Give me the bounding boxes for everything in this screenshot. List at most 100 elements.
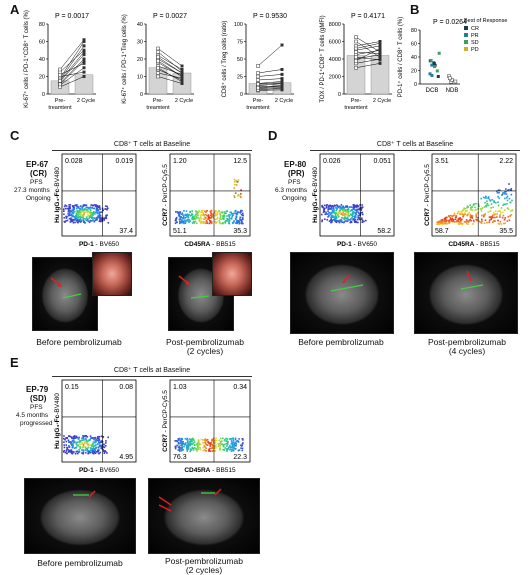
flow-event [230, 438, 233, 440]
flow-event [87, 206, 90, 209]
panel-a-point-post [378, 52, 382, 56]
flow-event [233, 195, 235, 197]
flow-event [65, 440, 68, 443]
panel-b-ytick-label: 20 [411, 69, 417, 75]
flow-event [471, 209, 474, 211]
flow-event [197, 440, 200, 443]
flow-event [230, 440, 233, 442]
flow-event [344, 217, 346, 220]
flow-event [330, 207, 333, 209]
flow-event [452, 219, 455, 222]
flow-event [230, 450, 233, 452]
flow-event [178, 446, 181, 449]
flow-event [74, 452, 77, 455]
flow-event [81, 442, 83, 444]
flow-event [187, 445, 190, 447]
flow-event [69, 221, 72, 223]
flow-event [74, 221, 76, 224]
flow-event [200, 438, 203, 441]
flow-event [510, 193, 513, 196]
flow-event [204, 222, 207, 225]
flow-event [216, 216, 219, 219]
flow-event [475, 216, 478, 218]
flow-event [71, 209, 73, 212]
flow-event [357, 208, 360, 211]
flow-event [326, 206, 328, 209]
flow-quadrant-br: 58.2 [377, 228, 391, 235]
flow-event [80, 449, 83, 451]
panel-e-response: (SD) [30, 394, 47, 403]
flow-event [82, 214, 85, 216]
flow-event [448, 215, 450, 217]
flow-event [340, 216, 343, 219]
flow-event [205, 439, 208, 442]
panel-a-point-post [82, 61, 86, 65]
flow-event [188, 219, 191, 221]
flow-event [230, 211, 233, 214]
flow-event [72, 206, 75, 208]
panel-d-after-label: Post-pembrolizumab [428, 337, 506, 347]
flow-event [240, 189, 242, 191]
panel-a-pair-line [157, 72, 183, 79]
flow-event [96, 206, 99, 208]
flow-event [459, 218, 462, 220]
flow-event [77, 211, 80, 213]
flow-event [66, 437, 68, 440]
flow-frame [61, 153, 137, 237]
flow-event [90, 444, 93, 447]
flow-event [199, 447, 202, 449]
flow-event [69, 441, 72, 443]
flow-event [102, 209, 104, 212]
flow-event [86, 442, 88, 445]
flow-event [105, 217, 108, 220]
flow-event [333, 208, 335, 211]
flow-event [200, 218, 203, 220]
flow-event [232, 437, 234, 440]
flow-event [355, 221, 358, 224]
panel-a-ytick-label: 10 [137, 75, 143, 81]
flow-event [74, 218, 76, 220]
flow-event [351, 209, 354, 212]
panel-b-legend-swatch [464, 33, 468, 37]
flow-event [213, 447, 216, 449]
flow-event [190, 438, 192, 441]
flow-event [87, 443, 89, 446]
panel-b-point-dcb [430, 63, 434, 67]
flow-event [98, 216, 100, 218]
flow-event [67, 449, 70, 451]
panel-a-point-pre [156, 74, 160, 79]
panel-b-point-ndb [447, 76, 452, 80]
flow-event [70, 218, 73, 221]
flow-event [64, 438, 66, 441]
flow-event [174, 447, 177, 450]
flow-event [487, 197, 490, 200]
flow-event [72, 205, 75, 207]
flow-event [451, 220, 454, 223]
flow-event [486, 221, 488, 224]
flow-event [238, 220, 241, 223]
flow-event [184, 220, 186, 223]
flow-event [188, 213, 190, 216]
flow-event [508, 219, 511, 222]
flow-event [241, 447, 244, 450]
flow-event [235, 184, 238, 186]
flow-event [101, 447, 104, 450]
flow-event [210, 215, 213, 218]
flow-event [466, 214, 469, 217]
flow-event [72, 212, 74, 215]
panel-a-point-pre [156, 66, 160, 70]
flow-event [97, 443, 99, 446]
panel-a-xlabel-post: 2 Cycle [77, 98, 95, 104]
flow-event [342, 214, 345, 216]
flow-event [180, 213, 183, 215]
flow-event [93, 448, 96, 450]
flow-event [502, 204, 504, 207]
panel-a-pair-line [157, 57, 183, 74]
flow-event [85, 206, 88, 208]
flow-event [209, 221, 212, 224]
flow-event [174, 445, 177, 448]
flow-event [239, 196, 242, 198]
flow-event [187, 448, 190, 450]
panel-a-point-post [180, 75, 184, 78]
panel-a-pair-line [257, 86, 283, 88]
